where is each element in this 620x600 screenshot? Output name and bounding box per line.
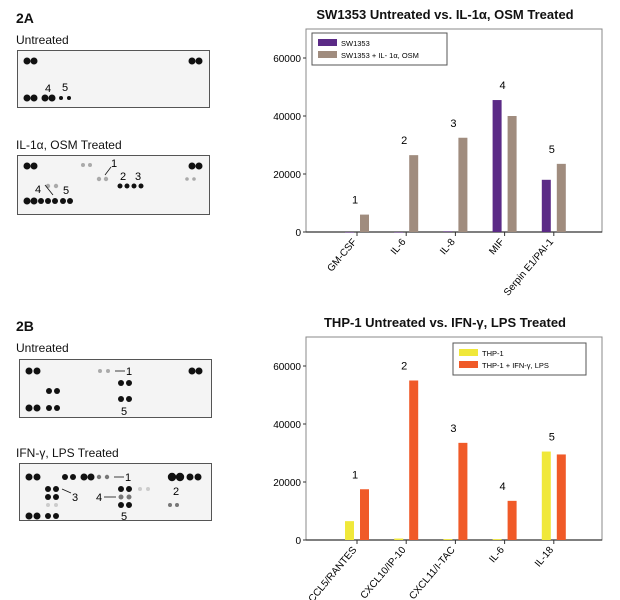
bar-thp-1-ifn-lps (458, 442, 468, 540)
x-tick-label: CXCL11/I-TAC (407, 545, 457, 600)
marker-1: 1 (126, 366, 132, 378)
x-tick-label: CCL5/RANTES (307, 545, 360, 600)
bar-sw1353-il-1-osm (409, 155, 419, 232)
y-tick-label: 0 (295, 228, 301, 239)
bar-thp-1 (541, 451, 551, 540)
blot-title-2b-treated: IFN-γ, LPS Treated (16, 446, 119, 460)
chart-title-a: SW1353 Untreated vs. IL-1α, OSM Treated (316, 7, 574, 22)
bar-sw1353 (394, 232, 404, 233)
bar-thp-1-ifn-lps (507, 500, 517, 540)
x-tick-label: IL-6 (487, 545, 507, 566)
legend-swatch (318, 39, 337, 46)
legend-swatch (318, 51, 337, 58)
x-tick-label: IL-6 (389, 237, 409, 258)
x-tick-label: CXCL10/IP-10 (359, 545, 409, 600)
bar-annotation: 2 (401, 361, 407, 373)
bar-thp-1 (492, 539, 502, 540)
bar-sw1353 (443, 231, 453, 232)
bar-annotation: 4 (500, 481, 506, 493)
legend-box (311, 32, 448, 66)
marker-2: 2 (173, 486, 179, 498)
legend-label: THP-1 + IFN-γ, LPS (482, 361, 549, 370)
marker-5: 5 (121, 511, 127, 521)
marker-5: 5 (121, 406, 127, 418)
marker-3: 3 (72, 492, 78, 504)
bar-annotation: 3 (450, 423, 456, 435)
blot-2b-untreated: 1 5 (19, 359, 212, 418)
marker-1: 1 (111, 158, 117, 170)
legend-label: THP-1 (482, 349, 504, 358)
y-tick-label: 40000 (273, 420, 301, 431)
bar-annotation: 1 (352, 469, 358, 481)
y-tick-label: 60000 (273, 362, 301, 373)
bar-chart-b: 0 20000 40000 60000 CCL5/RANTES 1 CXCL10/IP-10… (273, 336, 603, 600)
marker-4: 4 (35, 184, 41, 196)
blot-2b-treated: 1 2 3 4 5 (19, 463, 212, 521)
bar-thp-1 (443, 539, 453, 540)
marker-2: 2 (120, 171, 126, 183)
marker-5: 5 (62, 82, 68, 94)
chart-title-b: THP-1 Untreated vs. IFN-γ, LPS Treated (323, 315, 566, 330)
x-tick-label: IL-18 (533, 545, 556, 570)
y-tick-label: 40000 (273, 112, 301, 123)
bar-annotation: 5 (549, 432, 555, 444)
y-tick-label: 20000 (273, 170, 301, 181)
blot-title-2a-untreated: Untreated (16, 33, 69, 47)
x-tick-label: Serpin E1/PAI-1 (502, 237, 556, 299)
blot-2a-untreated: 4 5 (17, 50, 210, 108)
bar-sw1353-il-1-osm (360, 214, 369, 232)
blot-2a-treated: 1 2 3 4 5 (17, 155, 210, 215)
marker-5: 5 (63, 185, 69, 197)
bar-sw1353-il-1-osm (507, 116, 517, 232)
panel-label-2b: 2B (16, 318, 34, 334)
panel-label-2a: 2A (16, 10, 34, 26)
bar-sw1353 (345, 232, 354, 233)
bar-thp-1-ifn-lps (409, 380, 419, 540)
bar-chart-a: 0 20000 40000 60000 GM-CSF 1 IL-6 2 IL-8 3 MIF 4 Ser… (273, 28, 603, 299)
marker-4: 4 (96, 492, 102, 504)
x-tick-label: MIF (487, 237, 506, 257)
bar-sw1353 (541, 179, 551, 232)
blot-title-2a-treated: IL-1α, OSM Treated (16, 138, 122, 152)
x-tick-label: IL-8 (438, 237, 458, 258)
bar-annotation: 4 (500, 80, 506, 92)
bar-annotation: 5 (549, 144, 555, 156)
marker-4: 4 (45, 83, 51, 95)
bar-thp-1-ifn-lps (360, 489, 369, 540)
legend-box (452, 342, 587, 376)
blot-title-2b-untreated: Untreated (16, 341, 69, 355)
x-tick-label: GM-CSF (326, 237, 360, 274)
y-tick-label: 60000 (273, 54, 301, 65)
bar-sw1353-il-1-osm (458, 137, 468, 232)
bar-thp-1-ifn-lps (556, 454, 566, 540)
bar-thp-1 (394, 538, 404, 540)
bar-annotation: 1 (352, 195, 358, 207)
bar-annotation: 2 (401, 135, 407, 147)
legend-label: SW1353 + IL- 1α, OSM (341, 51, 419, 60)
legend-swatch (459, 349, 478, 356)
bar-thp-1 (345, 521, 354, 540)
y-tick-label: 0 (295, 536, 301, 547)
y-tick-label: 20000 (273, 478, 301, 489)
legend-label: SW1353 (341, 39, 370, 48)
bar-annotation: 3 (450, 118, 456, 130)
bar-sw1353-il-1-osm (556, 163, 566, 232)
bar-sw1353 (492, 100, 502, 232)
marker-3: 3 (135, 171, 141, 183)
marker-1: 1 (125, 472, 131, 484)
legend-swatch (459, 361, 478, 368)
